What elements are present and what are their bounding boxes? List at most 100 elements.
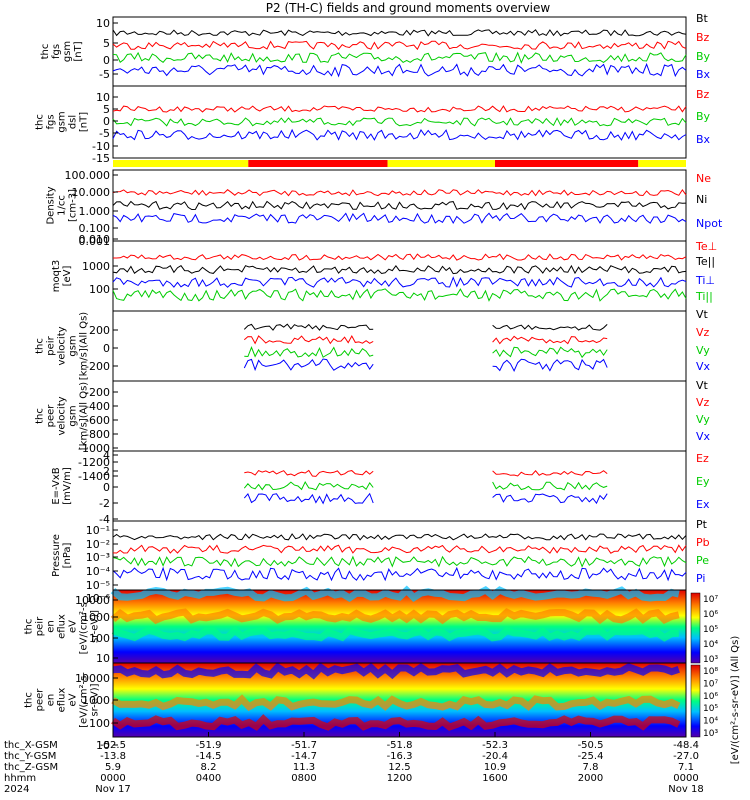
panel-frame xyxy=(112,310,687,382)
svg-text:en: en xyxy=(46,694,57,707)
colorbar-tick: 10⁷ xyxy=(703,679,718,689)
x-tick-label: -13.8 xyxy=(100,751,126,762)
x-tick-label: -51.7 xyxy=(291,740,317,751)
x-tick-label: 7.8 xyxy=(583,762,599,773)
y-tick-label: 10⁻¹ xyxy=(86,524,110,537)
svg-text:velocity: velocity xyxy=(57,396,68,435)
series-line xyxy=(492,324,608,331)
x-tick-label: -48.4 xyxy=(673,740,699,751)
series-line xyxy=(112,117,687,127)
x-tick-label: Nov 17 xyxy=(95,784,130,795)
legend-label: Ez xyxy=(696,452,709,465)
x-tick-label: 7.1 xyxy=(678,762,694,773)
x-tick-label: -50.5 xyxy=(578,740,604,751)
colorbar-tick: 10⁵ xyxy=(703,704,718,714)
series-line xyxy=(112,288,687,302)
svg-text:eV: eV xyxy=(68,620,79,633)
x-tick-label: -27.0 xyxy=(673,751,699,762)
legend-label: Bx xyxy=(696,68,711,81)
x-tick-label: Nov 18 xyxy=(668,784,703,795)
legend-label: Ne xyxy=(696,172,711,185)
x-tick-label: 8.2 xyxy=(201,762,217,773)
svg-text:eflux: eflux xyxy=(57,614,68,639)
y-tick-label: -800 xyxy=(85,428,110,441)
colorbars: 10⁷ 10⁶ 10⁵ 10⁴ 10³ 10⁸ 10⁷ 10⁶ 10⁵ 10⁴ 10³ [eV/(cm… xyxy=(690,592,741,765)
svg-text:sr-eV)]: sr-eV)] xyxy=(90,683,101,716)
y-tick-label: 10 xyxy=(96,739,110,752)
y-axis-label: E=-VxB [mV/m] xyxy=(51,467,73,505)
series-line xyxy=(492,335,608,345)
x-tick-label: -52.5 xyxy=(100,740,126,751)
y-tick-label: 5 xyxy=(103,37,110,50)
panel-frame xyxy=(112,169,687,242)
y-tick-label: 10⁻² xyxy=(86,538,110,551)
y-axis-label: thc peer velocity gsm [km/s](All Qs) xyxy=(35,382,90,450)
svg-text:en: en xyxy=(46,620,57,633)
legend-label: Npot xyxy=(696,217,723,230)
legend-label: Vz xyxy=(696,326,710,339)
series-line xyxy=(492,470,608,477)
colorbar-tick: 10⁷ xyxy=(703,595,718,605)
series-line xyxy=(112,51,687,64)
y-tick-label: -1200 xyxy=(78,456,110,469)
y-axis-label: thc peir velocity gsm [km/s](All Qs) xyxy=(35,312,90,380)
svg-text:Pressure: Pressure xyxy=(51,534,62,577)
series-line xyxy=(244,346,374,358)
legend-label: Pe xyxy=(696,554,709,567)
x-axis: thc_X-GSM -52.5 -51.9 -51.7 -51.8 -52.3 -50.5-… xyxy=(4,732,704,795)
y-axis-label: thc fgs gsm [nT] xyxy=(40,41,84,62)
series-line xyxy=(112,200,687,211)
colorbar-tick: 10⁶ xyxy=(703,610,718,620)
svg-text:gsm: gsm xyxy=(68,405,79,426)
legend-label: Vx xyxy=(696,360,711,373)
y-tick-label: -15 xyxy=(92,152,110,165)
y-tick-label: 4 xyxy=(103,449,110,462)
spectrogram-band xyxy=(110,607,680,625)
svg-text:dsl: dsl xyxy=(68,115,79,129)
legend-label: Vt xyxy=(696,308,709,321)
series-line xyxy=(492,481,608,491)
y-tick-label: 10.000 xyxy=(72,186,111,199)
legend-label: Vy xyxy=(696,344,710,357)
svg-text:[mV/m]: [mV/m] xyxy=(62,467,73,505)
y-tick-label: 100 xyxy=(89,632,110,645)
y-axis-label: thc peir en eflux eV [eV/(cm²-s-sr-eV)] xyxy=(24,598,101,654)
svg-text:thc: thc xyxy=(35,408,46,424)
svg-text:eflux: eflux xyxy=(57,688,68,713)
series-line xyxy=(113,253,687,261)
x-tick-label: 10.9 xyxy=(484,762,506,773)
y-tick-label: 0.001 xyxy=(79,235,111,248)
legend-label: Ti⊥ xyxy=(695,274,715,287)
y-tick-label: 1000 xyxy=(82,611,110,624)
series-line xyxy=(112,62,687,78)
svg-text:E=-VxB: E=-VxB xyxy=(51,467,62,504)
x-tick-label: 1600 xyxy=(482,773,507,784)
svg-text:thc: thc xyxy=(35,338,46,354)
svg-text:thc: thc xyxy=(24,619,35,635)
y-tick-label: 0 xyxy=(103,115,110,128)
series-line xyxy=(492,358,608,372)
svg-text:[nPa]: [nPa] xyxy=(62,542,73,568)
y-tick-label: 10⁻⁶ xyxy=(86,592,111,605)
legend-label: Vz xyxy=(696,396,710,409)
x-tick-label: -25.4 xyxy=(578,751,604,762)
x-tick-label: 5.9 xyxy=(105,762,121,773)
x-tick-label: -20.4 xyxy=(482,751,508,762)
y-tick-label: -200 xyxy=(85,360,110,373)
y-axis-label: thc fgs gsm dsl [nT] xyxy=(35,111,90,132)
svg-text:fgs: fgs xyxy=(46,114,57,129)
colorbar-label: [eV/(cm²-s-sr-eV)] (All Qs) xyxy=(730,636,741,765)
x-tick-label: 12.5 xyxy=(388,762,410,773)
mode-segment xyxy=(495,160,639,167)
series-line xyxy=(112,566,687,582)
svg-text:[eV/(cm²-s-: [eV/(cm²-s- xyxy=(79,598,90,654)
y-tick-label: -5 xyxy=(99,127,110,140)
colorbar-tick: 10⁵ xyxy=(703,625,718,635)
legend-label: By xyxy=(696,110,711,123)
y-tick-label: 10 xyxy=(96,652,110,665)
series-line xyxy=(492,346,608,359)
legend-label: Ti|| xyxy=(695,290,713,303)
